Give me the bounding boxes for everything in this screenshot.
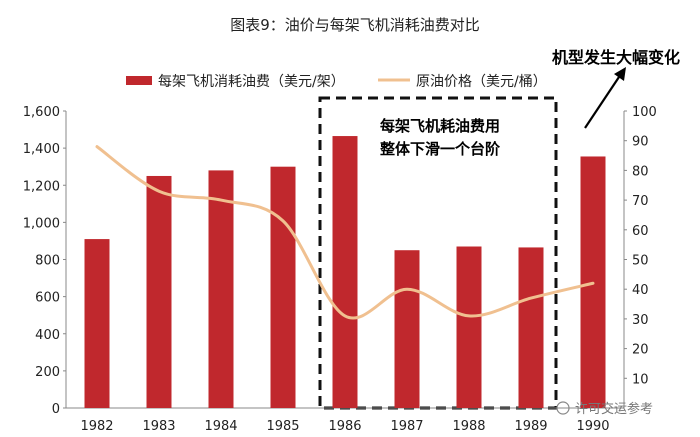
chart-title: 图表9：油价与每架飞机消耗油费对比 [230,16,480,34]
bar-1987 [394,250,420,408]
x-tick-label: 1987 [390,419,423,434]
bar-1985 [270,166,296,408]
bar-1986 [332,136,358,408]
annotation-box-line2: 整体下滑一个台阶 [380,140,501,158]
right-tick-label: 40 [632,283,649,298]
right-axis-ticks: 10 20 30 40 50 60 70 80 90 100 [624,105,657,387]
left-tick-label: 1,400 [23,142,60,157]
left-tick-label: 1,200 [23,179,60,194]
x-tick-label: 1984 [204,419,237,434]
x-axis-ticks: 1982 1983 1984 1985 1986 1987 1988 1989 1990 [80,419,609,434]
x-tick-label: 1985 [266,419,299,434]
bar-series [84,136,606,408]
annotation-arrow [584,67,626,129]
legend-label-line: 原油价格（美元/桶） [416,74,547,90]
annotation-box-line1: 每架飞机耗油费用 [380,117,500,135]
legend: 每架飞机消耗油费（美元/架） 原油价格（美元/桶） [126,74,547,90]
left-tick-label: 200 [35,365,60,380]
right-tick-label: 80 [632,164,649,179]
right-tick-label: 50 [632,254,649,269]
bar-1984 [208,170,234,408]
left-tick-label: 800 [35,254,60,269]
watermark-text: 许可交运参考 [575,401,653,417]
left-tick-label: 1,000 [23,216,60,231]
left-tick-label: 600 [35,291,60,306]
right-tick-label: 30 [632,313,649,328]
left-axis-ticks: 0 200 400 600 800 1,000 1,200 1,400 1,600 [23,105,66,417]
x-tick-label: 1990 [576,419,609,434]
left-tick-label: 1,600 [23,105,60,120]
x-tick-label: 1986 [328,419,361,434]
x-tick-label: 1989 [514,419,547,434]
right-tick-label: 60 [632,224,649,239]
right-tick-label: 10 [632,372,649,387]
watermark: 许可交运参考 [556,401,653,417]
x-tick-label: 1982 [80,419,113,434]
right-tick-label: 100 [632,105,657,120]
line-series [95,145,595,320]
right-tick-label: 20 [632,343,649,358]
left-tick-label: 400 [35,328,60,343]
legend-label-bar: 每架飞机消耗油费（美元/架） [158,74,345,90]
left-tick-label: 0 [52,402,60,417]
annotation-arrow-text: 机型发生大幅变化 [552,48,680,67]
right-tick-label: 90 [632,135,649,150]
bar-1982 [84,239,110,408]
x-tick-label: 1983 [142,419,175,434]
bar-1989 [518,247,544,408]
bar-1988 [456,246,482,408]
x-tick-label: 1988 [452,419,485,434]
right-tick-label: 70 [632,194,649,209]
bar-1983 [146,175,172,408]
legend-swatch-bar [126,76,152,85]
wechat-icon [556,401,570,415]
